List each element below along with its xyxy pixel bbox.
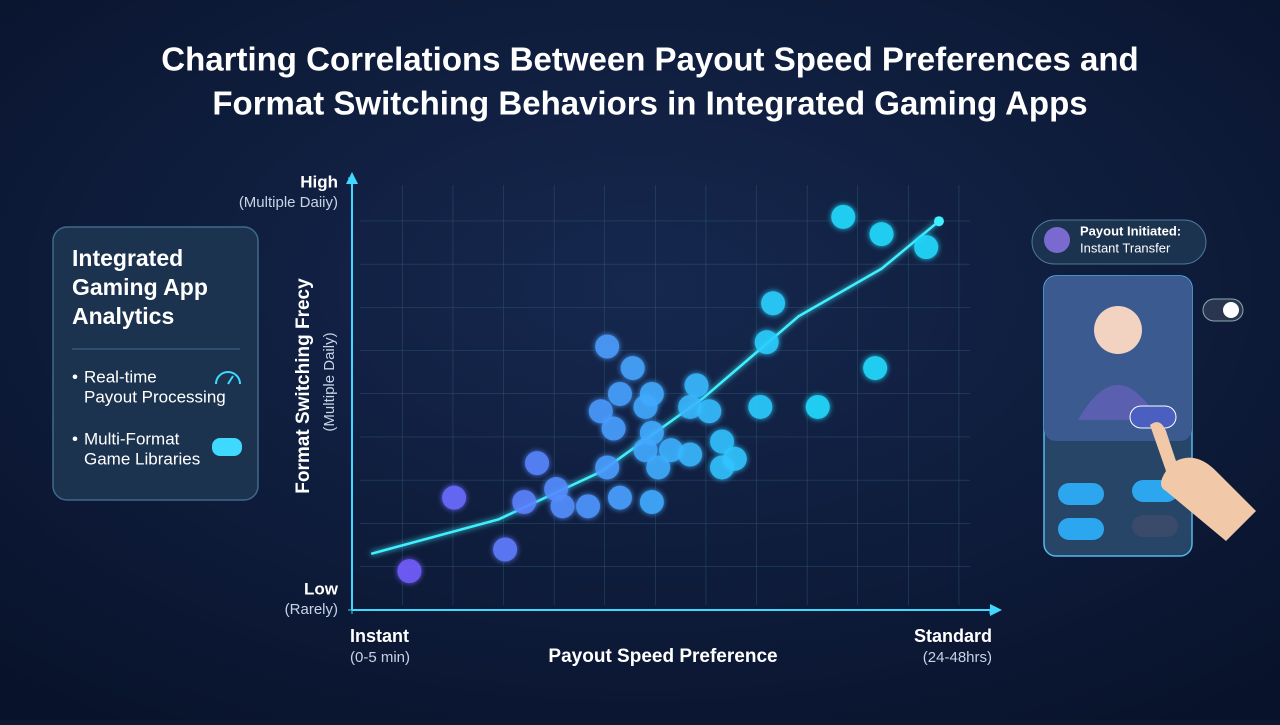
toggle [1058, 483, 1104, 505]
scatter-point [512, 490, 537, 514]
scatter-point [684, 373, 709, 398]
y-tick-sub: (Rarely) [285, 601, 338, 618]
scatter-point [914, 235, 939, 260]
panel-title: Gaming App [72, 274, 208, 300]
scatter-point [678, 394, 703, 419]
scatter-point [576, 494, 601, 519]
notification-text: Instant Transfer [1080, 240, 1171, 255]
plot: Instant (0-5 min) Standard (24-48hrs) Low (Ra… [239, 172, 992, 665]
scatter-point [722, 446, 747, 471]
scatter-point [697, 399, 722, 424]
scatter-point [639, 382, 664, 406]
toggle [1132, 515, 1178, 537]
toggle [1058, 518, 1104, 540]
bullet: • [72, 429, 78, 448]
toggle-knob [1223, 302, 1239, 318]
scatter-point [493, 537, 518, 562]
y-tick-label: High [300, 172, 338, 191]
y-tick-sub: (Multiple Daiiy) [239, 194, 338, 211]
title-line: Format Switching Behaviors in Integrated… [212, 85, 1087, 122]
x-axis-title: Payout Speed Preference [548, 646, 777, 667]
x-tick-sub: (0-5 min) [350, 649, 410, 666]
trend-line [370, 220, 940, 556]
panel-item: Payout Processing [84, 387, 226, 406]
scatter-point [588, 399, 613, 424]
x-tick-sub: (24-48hrs) [923, 649, 992, 666]
scatter-point [761, 291, 786, 316]
panel-item: Game Libraries [84, 449, 200, 468]
scatter-point [525, 451, 550, 476]
notification-title: Payout Initiated: [1080, 223, 1181, 238]
panel-title: Integrated [72, 245, 183, 271]
y-tick-label: Low [304, 579, 339, 598]
notification-bubble [1031, 219, 1207, 265]
scatter-point [595, 455, 620, 480]
grid-background [360, 185, 970, 605]
bullet: • [72, 367, 78, 386]
x-tick-label: Standard [914, 626, 992, 646]
x-tick-label: Instant [350, 626, 409, 646]
side-panel [52, 226, 259, 501]
scatter-point [748, 394, 773, 419]
scatter-point [869, 222, 894, 247]
panel-title: Analytics [72, 303, 174, 329]
scatter-point [646, 455, 671, 480]
scatter-point [754, 330, 779, 355]
trend-end [933, 216, 944, 227]
avatar [1044, 227, 1070, 253]
scatter-point [678, 442, 703, 467]
scatter-point [633, 438, 658, 463]
x-arrow [990, 604, 1002, 616]
user-face [1094, 306, 1142, 354]
scatter-point [805, 394, 830, 419]
gauge-icon [215, 371, 241, 385]
y-axis-title: Format Switching Frecy [293, 278, 314, 494]
scatter-point [863, 356, 888, 381]
scatter-point [595, 334, 620, 359]
gamepad-icon [212, 438, 242, 456]
scatter-point [620, 356, 645, 381]
scatter-point [601, 416, 626, 441]
y-axis-subtitle: (Multiple Daily) [321, 332, 338, 431]
panel-item: Multi-Format [84, 429, 180, 448]
hand [1150, 422, 1256, 541]
scatter-point [659, 438, 683, 463]
scatter-point [831, 204, 856, 229]
scatter-point [442, 485, 467, 510]
scatter-point [397, 559, 422, 584]
scatter-point [607, 382, 632, 406]
scatter-point [607, 485, 632, 510]
phone-header [1044, 276, 1192, 441]
panel-item: Real-time [84, 367, 157, 386]
scatter-point [550, 494, 575, 519]
scatter-point [710, 429, 735, 454]
scatter-point [639, 490, 664, 514]
title-line: Charting Correlations Between Payout Spe… [161, 41, 1138, 78]
